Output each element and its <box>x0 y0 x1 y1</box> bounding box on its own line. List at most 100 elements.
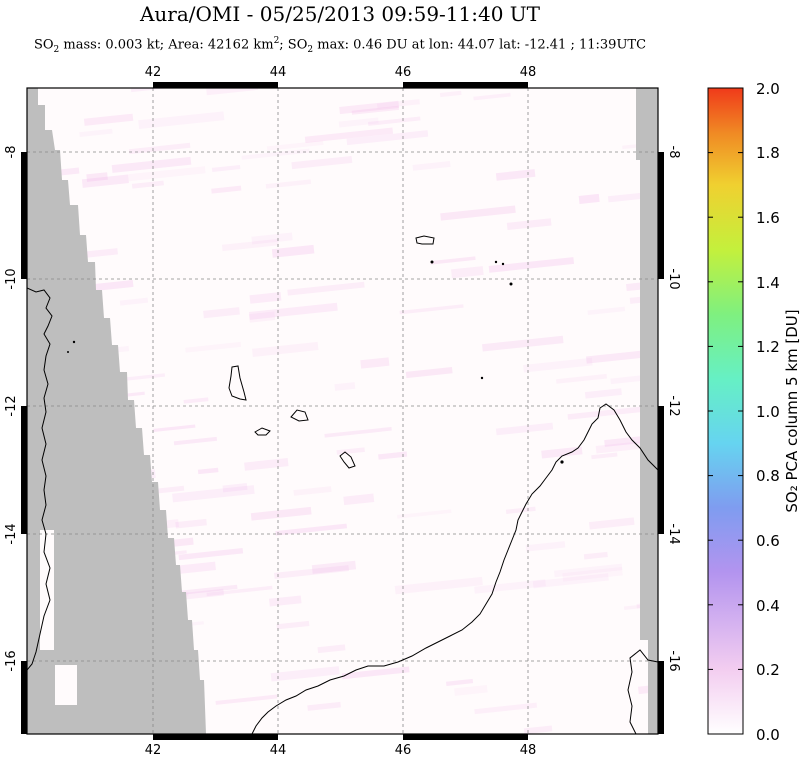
so2-streak <box>273 565 350 579</box>
so2-streak <box>584 388 622 399</box>
so2-streak <box>275 523 347 536</box>
lon-label-top: 42 <box>145 65 162 80</box>
so2-streak <box>251 232 293 245</box>
so2-streak <box>338 117 379 128</box>
so2-streak <box>588 517 635 530</box>
so2-streak <box>451 266 484 279</box>
subtitle-subscript: 2 <box>307 44 314 55</box>
so2-streak <box>474 702 538 715</box>
colorbar-label: SO₂ PCA column 5 km [DU] <box>783 309 801 512</box>
anjouan-outline <box>290 409 309 422</box>
lon-labels-top: 42 44 46 48 <box>145 65 537 80</box>
so2-streak <box>587 306 626 315</box>
so2-streak <box>495 169 536 181</box>
so2-streak <box>128 166 206 182</box>
so2-streak <box>206 88 259 96</box>
so2-streak <box>79 128 113 137</box>
madagascar-sw-coastline <box>627 649 658 734</box>
lat-labels-left: -8 -10 -12 -14 -16 <box>4 146 19 672</box>
so2-streak <box>178 547 244 561</box>
so2-streak <box>138 111 225 130</box>
so2-streak <box>376 99 420 109</box>
so2-streak <box>248 302 338 320</box>
so2-streak <box>83 113 134 126</box>
so2-streak <box>360 357 390 369</box>
so2-streak <box>555 373 608 384</box>
so2-streak <box>206 585 273 597</box>
colorbar-tick-labels: 2.0 1.8 1.6 1.4 1.2 1.0 0.8 0.6 0.4 0.2 … <box>756 80 780 744</box>
so2-streak <box>211 185 242 194</box>
so2-streak <box>287 281 365 296</box>
so2-streak <box>378 451 408 460</box>
coastlines <box>27 235 658 734</box>
so2-streak <box>86 172 108 182</box>
so2-streak <box>454 684 488 696</box>
africa-coastline <box>27 287 53 671</box>
colorbar-tick-label: 0.4 <box>756 597 780 615</box>
so2-streak <box>583 551 608 560</box>
lon-labels-bottom: 42 44 46 48 <box>145 743 537 758</box>
lon-label-top: 44 <box>270 65 287 80</box>
so2-streak <box>211 164 241 172</box>
so2-streak <box>270 666 340 682</box>
lon-label-bottom: 46 <box>395 743 412 758</box>
so2-streak <box>657 94 658 102</box>
grande-comore-outline <box>228 365 247 401</box>
lat-label-left: -10 <box>4 268 19 289</box>
so2-streak <box>173 561 216 575</box>
lat-labels-right: -8 -10 -12 -14 -16 <box>666 146 681 672</box>
so2-streak <box>405 367 453 379</box>
colorbar-tick-label: 1.8 <box>756 144 780 162</box>
so2-streak <box>172 485 255 503</box>
colorbar-tick-label: 0.8 <box>756 467 780 485</box>
so2-streak <box>495 422 554 436</box>
so2-streak <box>183 397 209 404</box>
colorbar-tick-label: 1.4 <box>756 274 780 292</box>
lon-label-bottom: 48 <box>520 743 537 758</box>
so2-streak <box>111 156 192 173</box>
so2-streak <box>430 256 476 265</box>
no-data-right <box>636 88 658 734</box>
so2-streak <box>412 161 451 171</box>
so2-streak <box>119 297 149 306</box>
so2-streak <box>488 257 575 273</box>
so2-streak <box>368 116 421 126</box>
colorbar-tick-label: 1.2 <box>756 338 780 356</box>
frame-bars <box>21 82 664 740</box>
so2-streak <box>439 90 462 98</box>
so2-streak <box>591 452 618 460</box>
lat-label-left: -16 <box>4 650 19 671</box>
so2-streak <box>251 341 319 357</box>
so2-streak <box>578 193 600 204</box>
lon-label-top: 48 <box>520 65 537 80</box>
so2-streak <box>525 541 566 552</box>
so2-streak <box>153 424 196 432</box>
colorbar-tick-label: 0.6 <box>756 532 780 550</box>
so2-streak <box>241 148 310 160</box>
colorbar-tick-label: 2.0 <box>756 80 780 98</box>
subtitle-superscript: 2 <box>273 36 280 46</box>
so2-streak <box>541 446 583 459</box>
lon-label-bottom: 42 <box>145 743 162 758</box>
so2-streak <box>446 678 474 686</box>
map-subtitle: SO2 mass: 0.003 kt; Area: 42162 km2; SO2… <box>0 36 680 55</box>
lat-label-left: -14 <box>4 523 19 544</box>
mayotte-outline <box>339 451 356 469</box>
so2-streak <box>268 595 302 607</box>
so2-streak <box>343 493 375 506</box>
lat-label-left: -12 <box>4 395 19 416</box>
so2-streak <box>399 304 464 315</box>
colorbar-tick-label: 1.6 <box>756 209 780 227</box>
so2-streak <box>130 88 195 93</box>
so2-streak <box>185 341 242 353</box>
so2-streak <box>203 307 240 319</box>
so2-streak <box>248 311 276 323</box>
so2-streak <box>271 244 315 258</box>
colorbar-tick-label: 0.0 <box>756 726 780 744</box>
so2-streak <box>607 192 642 203</box>
so2-streak <box>250 506 312 521</box>
so2-streak <box>266 140 324 151</box>
so2-streak <box>586 350 642 364</box>
so2-streak <box>276 620 310 630</box>
